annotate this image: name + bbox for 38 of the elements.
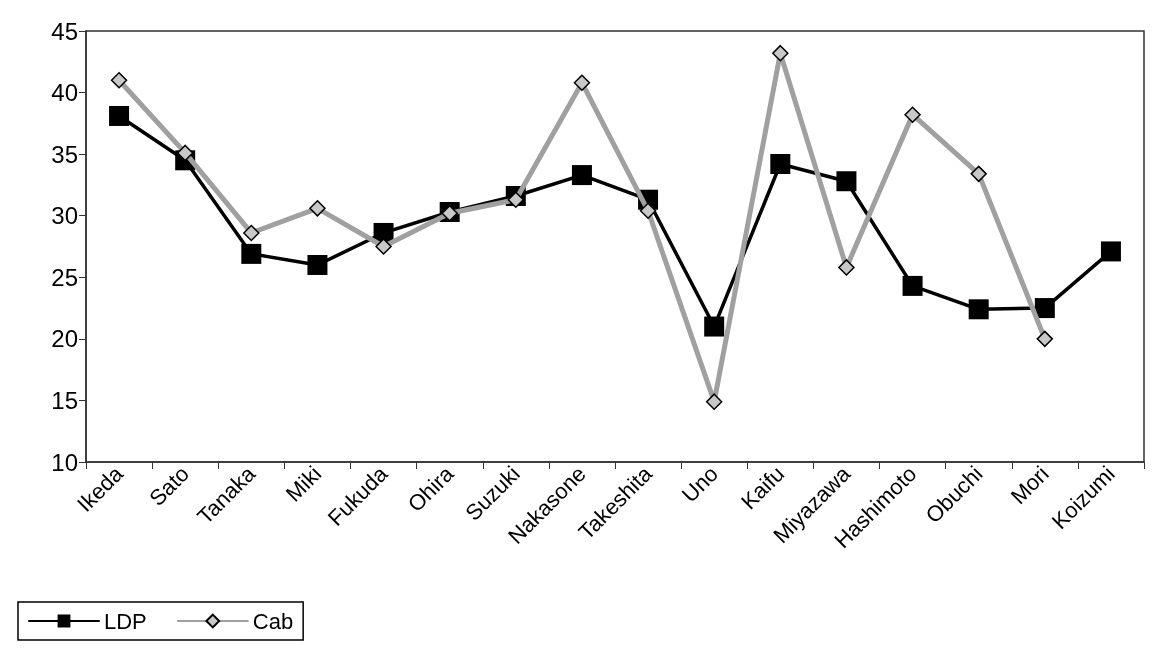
point [970, 165, 987, 183]
point [902, 275, 923, 296]
point [307, 254, 328, 275]
y-tick-label: 20 [51, 325, 78, 353]
point [904, 106, 921, 123]
y-tick-label: 15 [51, 386, 78, 414]
point [770, 153, 791, 174]
point [705, 393, 723, 410]
point [639, 202, 657, 220]
point [968, 299, 989, 320]
point [571, 165, 592, 186]
point [110, 72, 128, 89]
point [1100, 241, 1121, 262]
x-tick-label: Sato [144, 461, 195, 511]
point [772, 44, 789, 62]
point [836, 171, 857, 192]
point [1034, 298, 1055, 319]
legend-label: Cab [252, 608, 294, 634]
point [241, 243, 262, 264]
y-tick-label: 10 [51, 448, 78, 476]
legend-label: LDP [104, 608, 147, 634]
x-tick-label: Miki [280, 461, 327, 507]
point [109, 105, 130, 126]
point [507, 191, 525, 208]
point [573, 74, 591, 91]
point [176, 144, 194, 162]
point [704, 316, 725, 337]
point [838, 259, 855, 276]
y-tick-label: 35 [51, 140, 78, 168]
y-tick-label: 45 [51, 17, 78, 45]
point [309, 200, 326, 217]
x-tick-label: Uno [676, 461, 724, 508]
point [1036, 330, 1054, 348]
point [375, 238, 392, 255]
y-tick-label: 30 [51, 202, 78, 230]
y-tick-label: 40 [51, 79, 78, 107]
point [243, 224, 260, 242]
y-tick-label: 25 [51, 263, 78, 291]
